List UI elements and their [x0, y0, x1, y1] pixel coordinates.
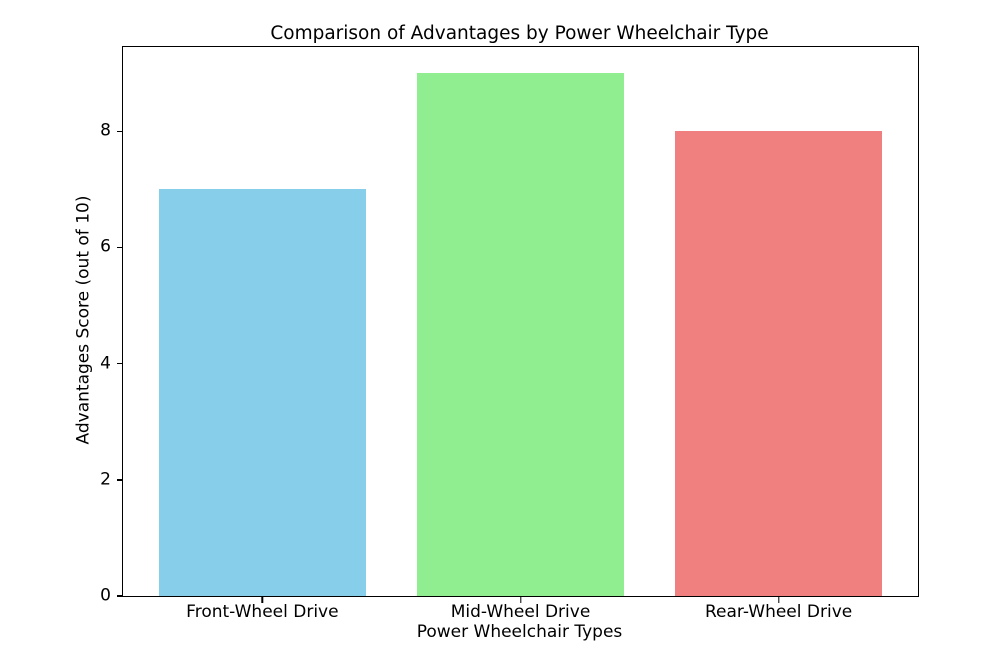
- x-tick-mark: [261, 596, 264, 604]
- y-tick-mark: [117, 130, 123, 132]
- y-tick-mark: [117, 246, 123, 249]
- bar-front-wheel-drive: [159, 189, 366, 596]
- y-tick-label: 4: [100, 353, 111, 374]
- plot-area: 0 2 4 6 8 Front-Wheel Drive Mid-Wheel Drive Rea…: [100, 46, 919, 621]
- bar-rear-wheel-drive: [675, 131, 882, 596]
- y-axis-label: Advantages Score (out of 10): [73, 195, 94, 445]
- x-tick-label: Rear-Wheel Drive: [704, 602, 853, 623]
- y-tick-mark: [117, 362, 123, 365]
- x-tick-mark: [777, 596, 780, 604]
- chart-title: Comparison of Advantages by Power Wheelc…: [270, 23, 769, 44]
- x-tick-label: Front-Wheel Drive: [186, 602, 339, 623]
- y-tick-label: 6: [100, 236, 111, 257]
- y-tick-label: 2: [100, 469, 111, 490]
- x-axis-label: Power Wheelchair Types: [416, 622, 623, 642]
- y-tick-label: 0: [100, 585, 111, 606]
- y-tick-mark: [117, 595, 123, 597]
- x-tick-mark: [519, 596, 522, 604]
- y-tick-mark: [117, 479, 123, 481]
- y-tick-label: 8: [100, 120, 111, 141]
- bar-mid-wheel-drive: [417, 73, 624, 596]
- x-tick-label: Mid-Wheel Drive: [450, 602, 591, 623]
